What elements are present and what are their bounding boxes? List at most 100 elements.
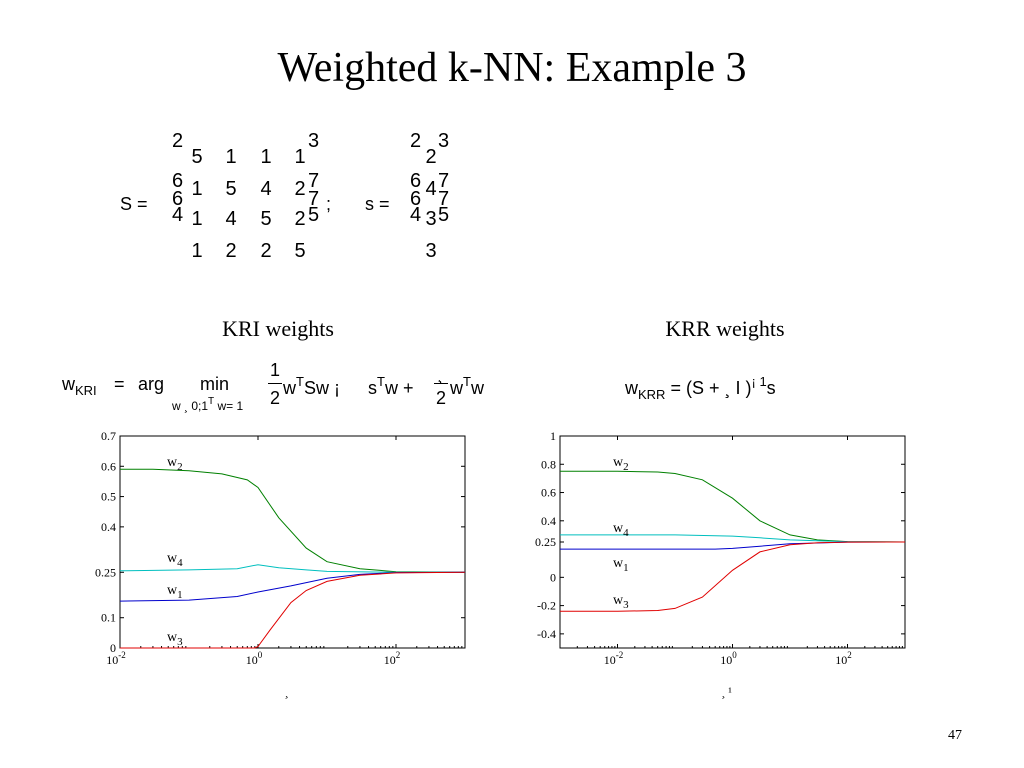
y-tick-label: 0.4 xyxy=(101,520,116,534)
series-label-sub: 2 xyxy=(177,461,183,473)
kri-frac1-bar xyxy=(268,383,282,384)
y-tick-label: 0.5 xyxy=(101,490,116,504)
x-axis-label: ¸ ¹ xyxy=(721,685,732,699)
s-bracket-mid-left-2: 6 xyxy=(410,188,422,210)
series-label-w4: w4 xyxy=(613,521,629,539)
S-bracket-mid-left: 6 xyxy=(172,170,184,192)
kri-min-constraint-text: w ¸ 0;1 xyxy=(172,399,209,413)
kri-min-constraint-tail: w= 1 xyxy=(217,399,244,413)
y-tick-label: 1 xyxy=(550,429,556,443)
x-tick-label: 100 xyxy=(246,650,263,667)
series-label-sub: 3 xyxy=(623,599,629,611)
y-tick-label: 0.8 xyxy=(541,457,556,471)
s-label: s = xyxy=(365,194,390,214)
x-tick-label: 102 xyxy=(835,650,852,667)
s-bracket-mid-right-2: 7 xyxy=(438,188,450,210)
matrix-S-cell: 2 xyxy=(294,178,306,200)
s-bracket-top-left: 2 xyxy=(410,130,422,152)
kri-min: min xyxy=(200,374,230,394)
series-label-sub: 4 xyxy=(177,557,183,569)
vector-s-cell: 3 xyxy=(425,240,437,262)
kri-lhs-sub: KRI xyxy=(75,383,97,398)
matrix-S-cell: 2 xyxy=(225,240,237,262)
x-tick-exponent: 2 xyxy=(847,650,852,660)
S-bracket-mid-right: 7 xyxy=(308,170,320,192)
krr-rhs-sup: ¡ 1 xyxy=(751,374,767,389)
x-tick-label: 102 xyxy=(384,650,401,667)
krr-rhs: = (S + ¸ I ) xyxy=(670,378,752,398)
kri-min-constraint: w ¸ 0;1T w= 1 xyxy=(172,396,243,413)
s-bracket-top-right: 3 xyxy=(438,130,450,152)
S-label: S = xyxy=(120,194,148,214)
x-tick-label: 10-2 xyxy=(604,650,624,667)
s-bracket-bottom-left: 4 xyxy=(410,204,422,226)
series-label-w4: w4 xyxy=(167,551,183,569)
matrix-separator: ; xyxy=(326,194,332,214)
series-line-w1 xyxy=(560,541,906,550)
s-bracket-bottom-right: 5 xyxy=(438,204,450,226)
y-tick-label: 0.7 xyxy=(101,429,116,443)
matrix-S-cell: 5 xyxy=(225,178,237,200)
y-tick-label: 0.1 xyxy=(101,611,116,625)
S-bracket-top-left: 2 xyxy=(172,130,184,152)
y-tick-label: -0.4 xyxy=(537,627,556,641)
x-tick-exponent: -2 xyxy=(616,650,624,660)
matrix-S-cell: 4 xyxy=(225,208,237,230)
x-axis-label: ¸ xyxy=(285,685,289,699)
series-label-w2: w2 xyxy=(613,455,629,473)
series-line-w4 xyxy=(560,534,906,543)
plot-frame xyxy=(119,435,466,649)
kri-term3-sup: T xyxy=(463,374,471,389)
y-tick-label: 0.25 xyxy=(95,565,116,579)
series-label-w3: w3 xyxy=(167,630,183,648)
series-label-sub: 1 xyxy=(623,562,629,574)
kri-subtitle: KRI weights xyxy=(222,316,334,341)
kri-frac2-num: ¸ xyxy=(437,364,443,384)
kri-eq: = xyxy=(114,374,125,394)
series-line-w3 xyxy=(560,541,906,612)
matrix-S-cell: 5 xyxy=(260,208,272,230)
series-label-sub: 3 xyxy=(177,636,183,648)
y-tick-label: 0.25 xyxy=(535,535,556,549)
kri-frac1-den: 2 xyxy=(270,388,281,408)
matrix-S-cell: 1 xyxy=(225,146,237,168)
kri-term2-tail: w + xyxy=(384,378,414,398)
s-bracket-mid-left: 6 xyxy=(410,170,422,192)
krr-subtitle: KRR weights xyxy=(665,316,785,341)
vector-s-cell: 4 xyxy=(425,178,437,200)
kri-term1: wTSw ¡ xyxy=(283,374,340,399)
kri-term3: wTw xyxy=(450,374,484,399)
series-line-w4 xyxy=(119,564,465,573)
matrix-S-cell: 5 xyxy=(294,240,306,262)
kri-term1-tail: Sw ¡ xyxy=(303,378,340,398)
series-line-w2 xyxy=(560,470,906,543)
kri-arg: arg xyxy=(138,374,165,394)
y-tick-label: 0.6 xyxy=(101,459,116,473)
x-tick-label: 10-2 xyxy=(106,650,126,667)
kri-term2-sup: T xyxy=(377,374,385,389)
series-line-w3 xyxy=(120,571,466,649)
matrix-S-cell: 1 xyxy=(191,240,203,262)
matrix-S-cell: 1 xyxy=(294,146,306,168)
matrix-S-cell: 2 xyxy=(294,208,306,230)
matrix-S-cell: 4 xyxy=(260,178,272,200)
kri-lhs: wKRI xyxy=(62,374,97,398)
kri-frac2-den: 2 xyxy=(436,388,447,408)
kri-term1-w: w xyxy=(283,378,296,398)
y-tick-label: 0 xyxy=(110,641,116,655)
series-label-sub: 2 xyxy=(623,461,629,473)
kri-term3-w: w xyxy=(450,378,463,398)
krr-rhs-tail: s xyxy=(766,378,776,398)
x-tick-label: 100 xyxy=(720,650,737,667)
S-bracket-bottom-right: 5 xyxy=(308,204,320,226)
S-bracket-bottom-left: 4 xyxy=(172,204,184,226)
matrix-S-cell: 1 xyxy=(191,208,203,230)
matrix-S-cell: 1 xyxy=(260,146,272,168)
slide-title: Weighted k-NN: Example 3 xyxy=(277,45,747,91)
page-number: 47 xyxy=(948,728,962,743)
kri-min-constraint-sup: T xyxy=(208,396,215,407)
kri-frac1-num: 1 xyxy=(270,360,281,380)
vector-s-cell: 3 xyxy=(425,208,437,230)
